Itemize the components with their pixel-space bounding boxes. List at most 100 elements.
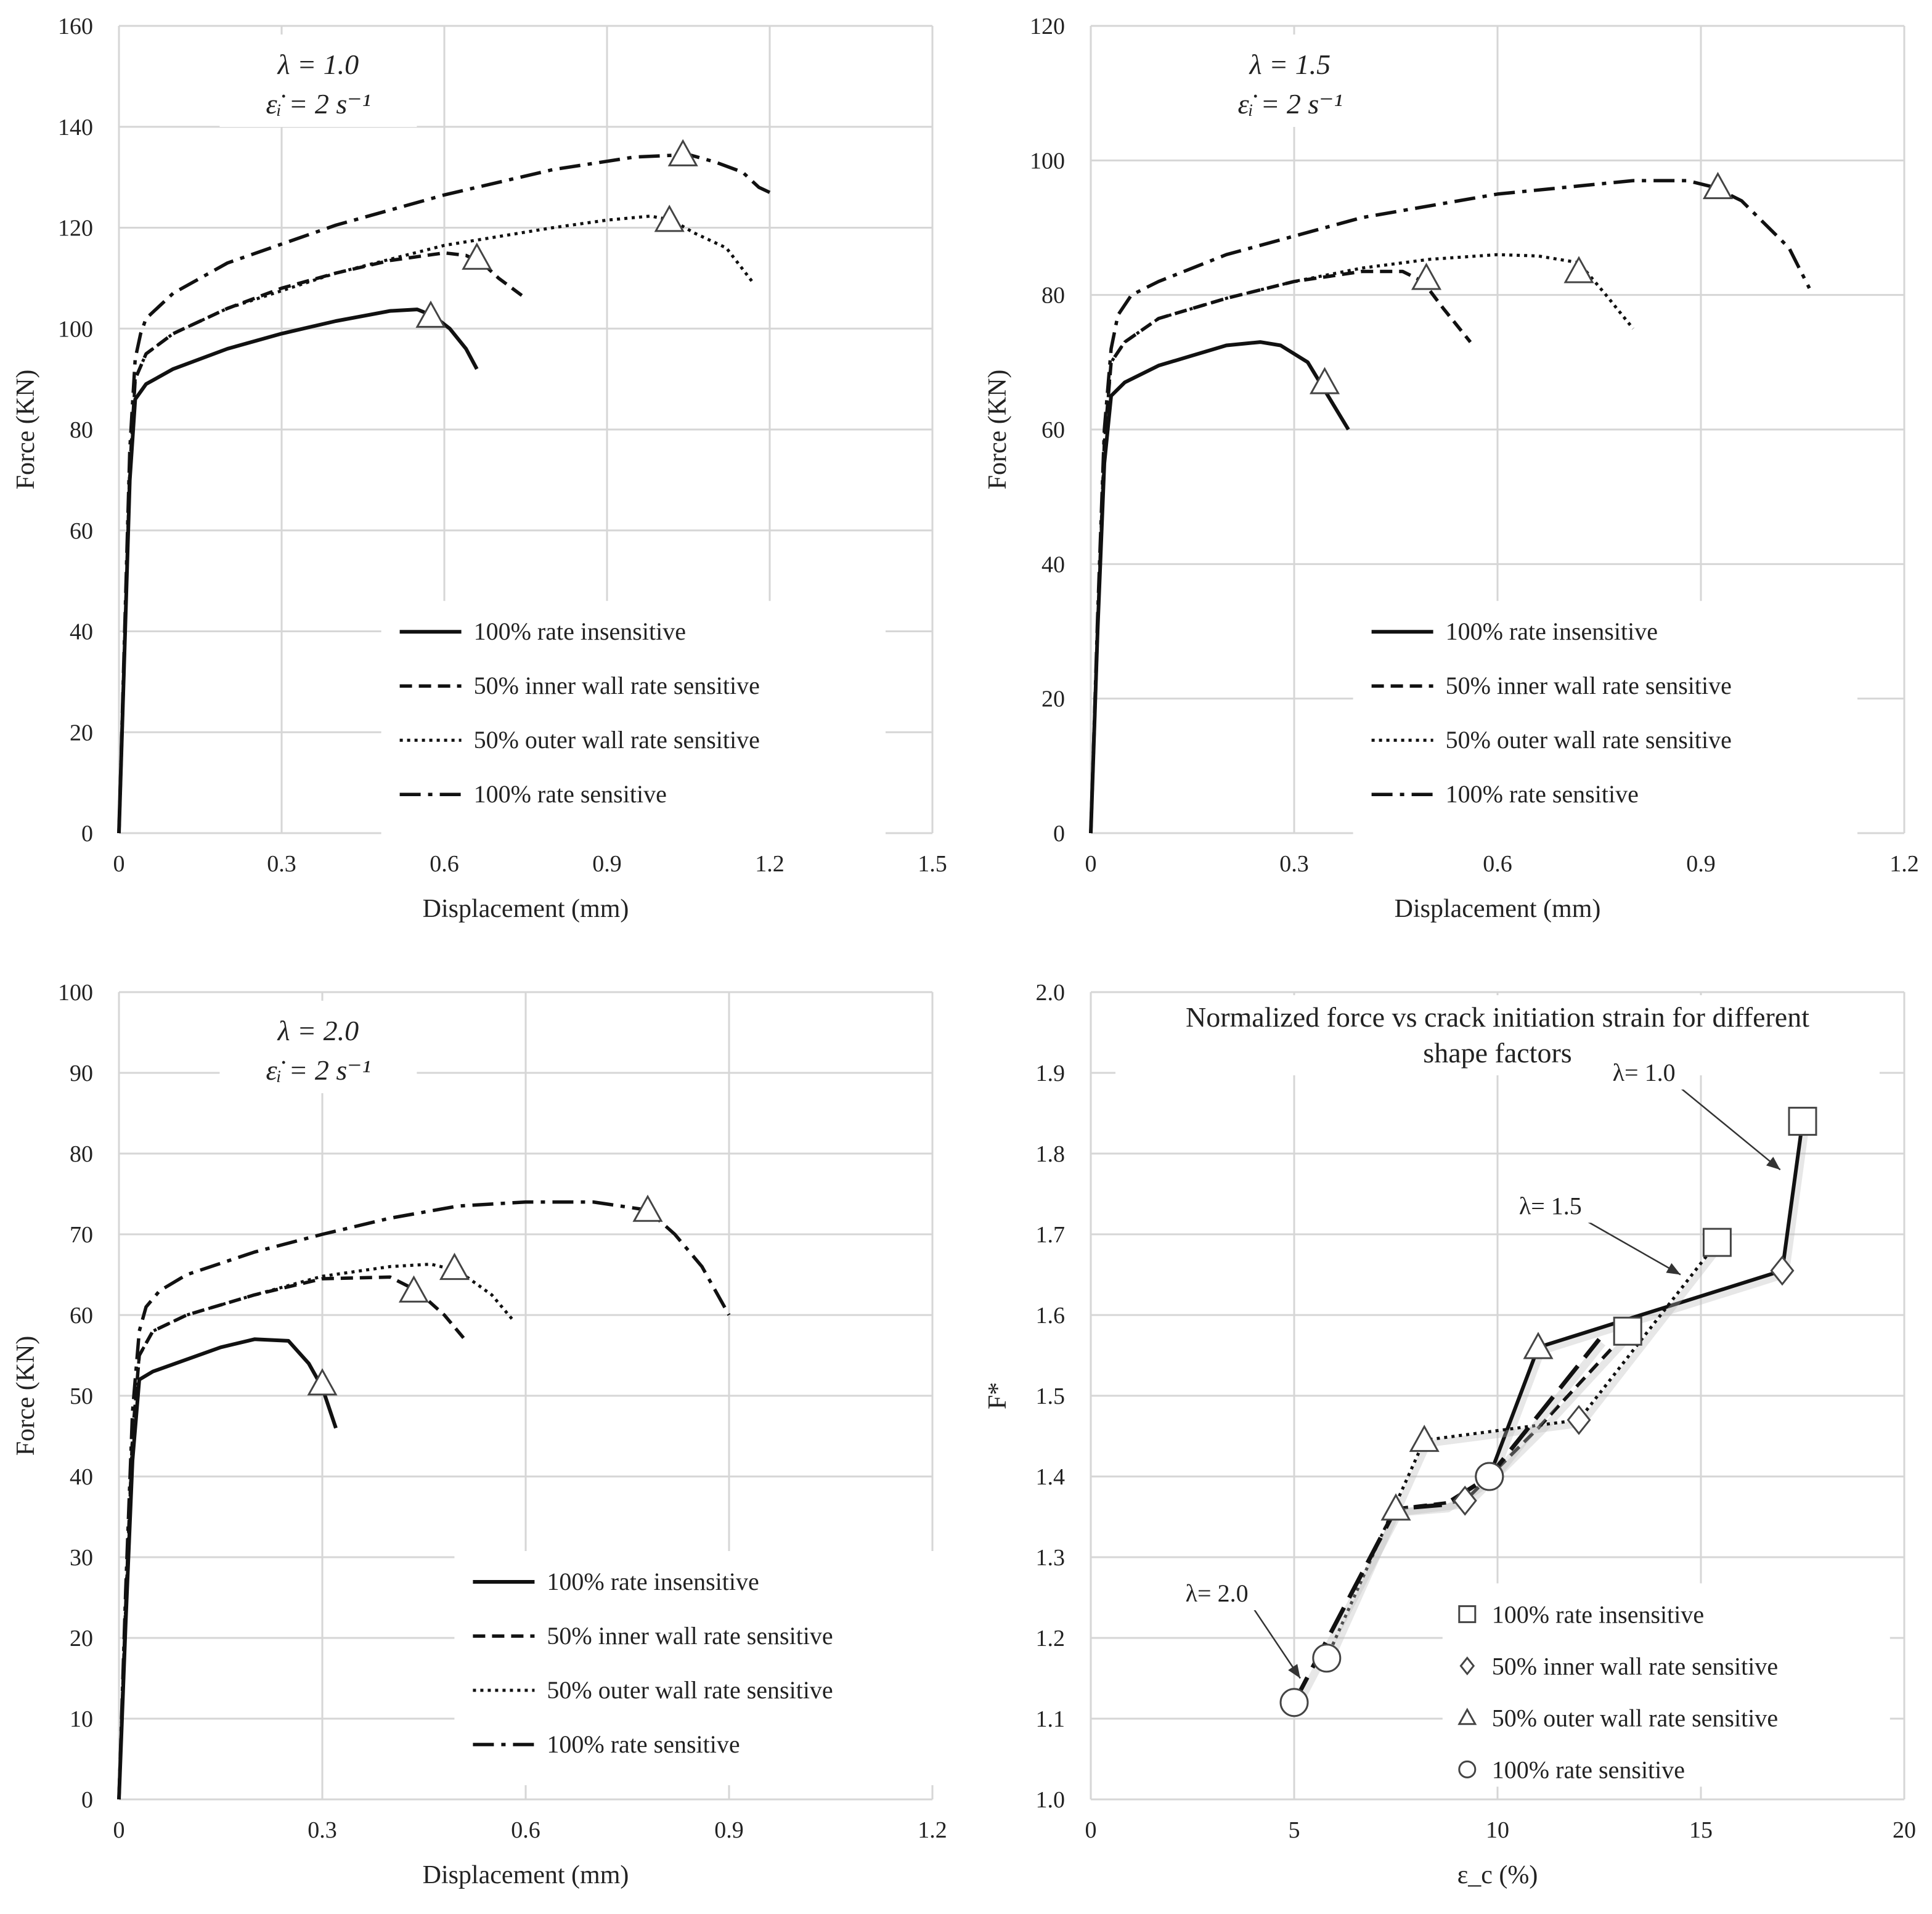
annotation-box (219, 35, 417, 127)
callout-arrowhead-2 (1288, 1664, 1300, 1679)
x-tick-label: 0.9 (1686, 851, 1716, 877)
x-tick-label: 0.6 (511, 1817, 540, 1843)
series-line-3 (1089, 179, 1811, 834)
y-tick-label: 0 (81, 1787, 93, 1813)
callout-arrow-0 (1680, 1088, 1781, 1171)
callout-label-bg-0 (1596, 1055, 1692, 1090)
legend-box (454, 1551, 959, 1785)
legend-label-3: 100% rate sensitive (1492, 1756, 1685, 1783)
y-tick-label: 1.7 (1036, 1222, 1066, 1248)
callout-label-bg-2 (1168, 1576, 1265, 1611)
y-tick-label: 90 (70, 1061, 93, 1086)
y-tick-label: 30 (70, 1545, 93, 1571)
data-point-1-2 (1475, 1462, 1504, 1491)
data-point-0-2 (1770, 1255, 1795, 1286)
data-point-2-2 (1567, 1404, 1591, 1435)
x-tick-label: 0.3 (308, 1817, 337, 1843)
crack-initiation-marker-1 (462, 242, 492, 270)
lambda-annotation: λ = 2.0 (277, 1015, 359, 1046)
crack-initiation-marker-0 (415, 300, 446, 328)
chart-title-line-1: Normalized force vs crack initiation str… (1186, 1001, 1809, 1033)
y-tick-label: 50 (70, 1383, 93, 1409)
callout-label-1: λ= 1.5 (1519, 1192, 1582, 1220)
y-tick-label: 70 (70, 1222, 93, 1248)
x-tick-label: 0 (113, 1817, 125, 1843)
legend-label-0: 100% rate insensitive (1446, 617, 1658, 645)
panel-lambda-1-0: 0 0.3 0.6 0.9 1.2 1.5 0 20 40 60 80 100 120 140 160 Dis… (12, 14, 947, 923)
crack-initiation-marker-3 (667, 139, 698, 166)
legend-box (1442, 1583, 1890, 1787)
x-tick-label: 0.9 (592, 851, 622, 877)
y-tick-label: 100 (58, 316, 93, 342)
crack-initiation-marker-2 (1563, 256, 1594, 283)
x-tick-label: 10 (1486, 1817, 1509, 1843)
crack-initiation-marker-1 (398, 1275, 430, 1303)
chart-title: Normalized force vs crack initiation str… (1186, 1001, 1809, 1069)
data-point-0-1 (1523, 1332, 1554, 1359)
x-tick-label: 1.2 (1889, 851, 1919, 877)
x-tick-label: 1.2 (755, 851, 785, 877)
x-tick-label: 1.2 (918, 1817, 947, 1843)
callout-arrowhead-0 (1766, 1157, 1780, 1170)
crack-initiation-marker-1 (1411, 263, 1442, 290)
series-shadow-3 (1294, 1340, 1606, 1708)
legend-label-2: 50% outer wall rate sensitive (547, 1676, 833, 1704)
series-line-0 (117, 307, 479, 834)
y-tick-label: 20 (1041, 686, 1065, 712)
x-tick-label: 20 (1893, 1817, 1916, 1843)
data-point-3-0 (1279, 1688, 1309, 1717)
legend-label-2: 50% outer wall rate sensitive (474, 726, 760, 754)
x-tick-label: 0.9 (714, 1817, 744, 1843)
x-tick-label: 15 (1689, 1817, 1713, 1843)
callout-label-0: λ= 1.0 (1613, 1059, 1676, 1086)
legend-label-3: 100% rate sensitive (1446, 780, 1639, 808)
data-point-1-1 (1453, 1485, 1477, 1516)
y-tick-label: 0 (1053, 821, 1065, 847)
legend-marker-1 (1459, 1656, 1475, 1676)
y-tick-label: 10 (70, 1706, 93, 1732)
y-tick-label: 120 (58, 216, 93, 242)
annotation-box (1191, 35, 1389, 127)
y-tick-label: 40 (70, 619, 93, 645)
callout-arrowhead-1 (1666, 1263, 1681, 1275)
y-tick-label: 20 (70, 720, 93, 746)
data-point-2-1 (1409, 1424, 1440, 1452)
annotation-box (219, 1001, 417, 1093)
chart-title-line-2: shape factors (1423, 1037, 1571, 1069)
crack-initiation-marker-0 (1309, 367, 1340, 394)
legend-label-3: 100% rate sensitive (547, 1730, 740, 1758)
data-point-2-3 (1702, 1228, 1732, 1257)
y-tick-label: 80 (1041, 283, 1065, 309)
y-tick-label: 40 (1041, 552, 1065, 577)
y-tick-label: 1.2 (1036, 1626, 1066, 1651)
legend-label-0: 100% rate insensitive (474, 617, 686, 645)
x-tick-label: 0.3 (267, 851, 296, 877)
y-axis-label: Force (KN) (12, 1336, 40, 1456)
y-axis-label: Force (KN) (12, 370, 40, 490)
legend-box (1353, 601, 1857, 836)
y-tick-label: 80 (70, 417, 93, 443)
x-tick-label: 0.6 (1483, 851, 1512, 877)
callout-label-2: λ= 2.0 (1186, 1579, 1249, 1607)
y-axis-label: F* (984, 1382, 1012, 1409)
series-line-3 (117, 1200, 731, 1800)
y-tick-label: 1.6 (1036, 1303, 1066, 1329)
legend-marker-0 (1458, 1605, 1477, 1623)
y-tick-label: 1.5 (1036, 1383, 1066, 1409)
legend-label-1: 50% inner wall rate sensitive (547, 1622, 833, 1650)
y-tick-label: 2.0 (1036, 980, 1066, 1006)
y-tick-label: 160 (58, 14, 93, 39)
x-tick-label: 0.6 (430, 851, 459, 877)
y-tick-label: 100 (58, 980, 93, 1006)
strain-rate-annotation: ε̇ᵢ = 2 s⁻¹ (266, 88, 370, 120)
data-point-2-0 (1312, 1643, 1342, 1673)
y-tick-label: 60 (70, 1303, 93, 1329)
legend-label-1: 50% inner wall rate sensitive (1446, 672, 1732, 699)
y-tick-label: 1.9 (1036, 1061, 1066, 1086)
legend-label-2: 50% outer wall rate sensitive (1492, 1704, 1778, 1732)
panel-lambda-1-5: 0 0.3 0.6 0.9 1.2 0 20 40 60 80 100 120 Displacement… (984, 14, 1919, 923)
legend-marker-2 (1457, 1708, 1477, 1725)
series-line-3 (1292, 1338, 1601, 1704)
lambda-annotation: λ = 1.5 (1249, 49, 1331, 80)
